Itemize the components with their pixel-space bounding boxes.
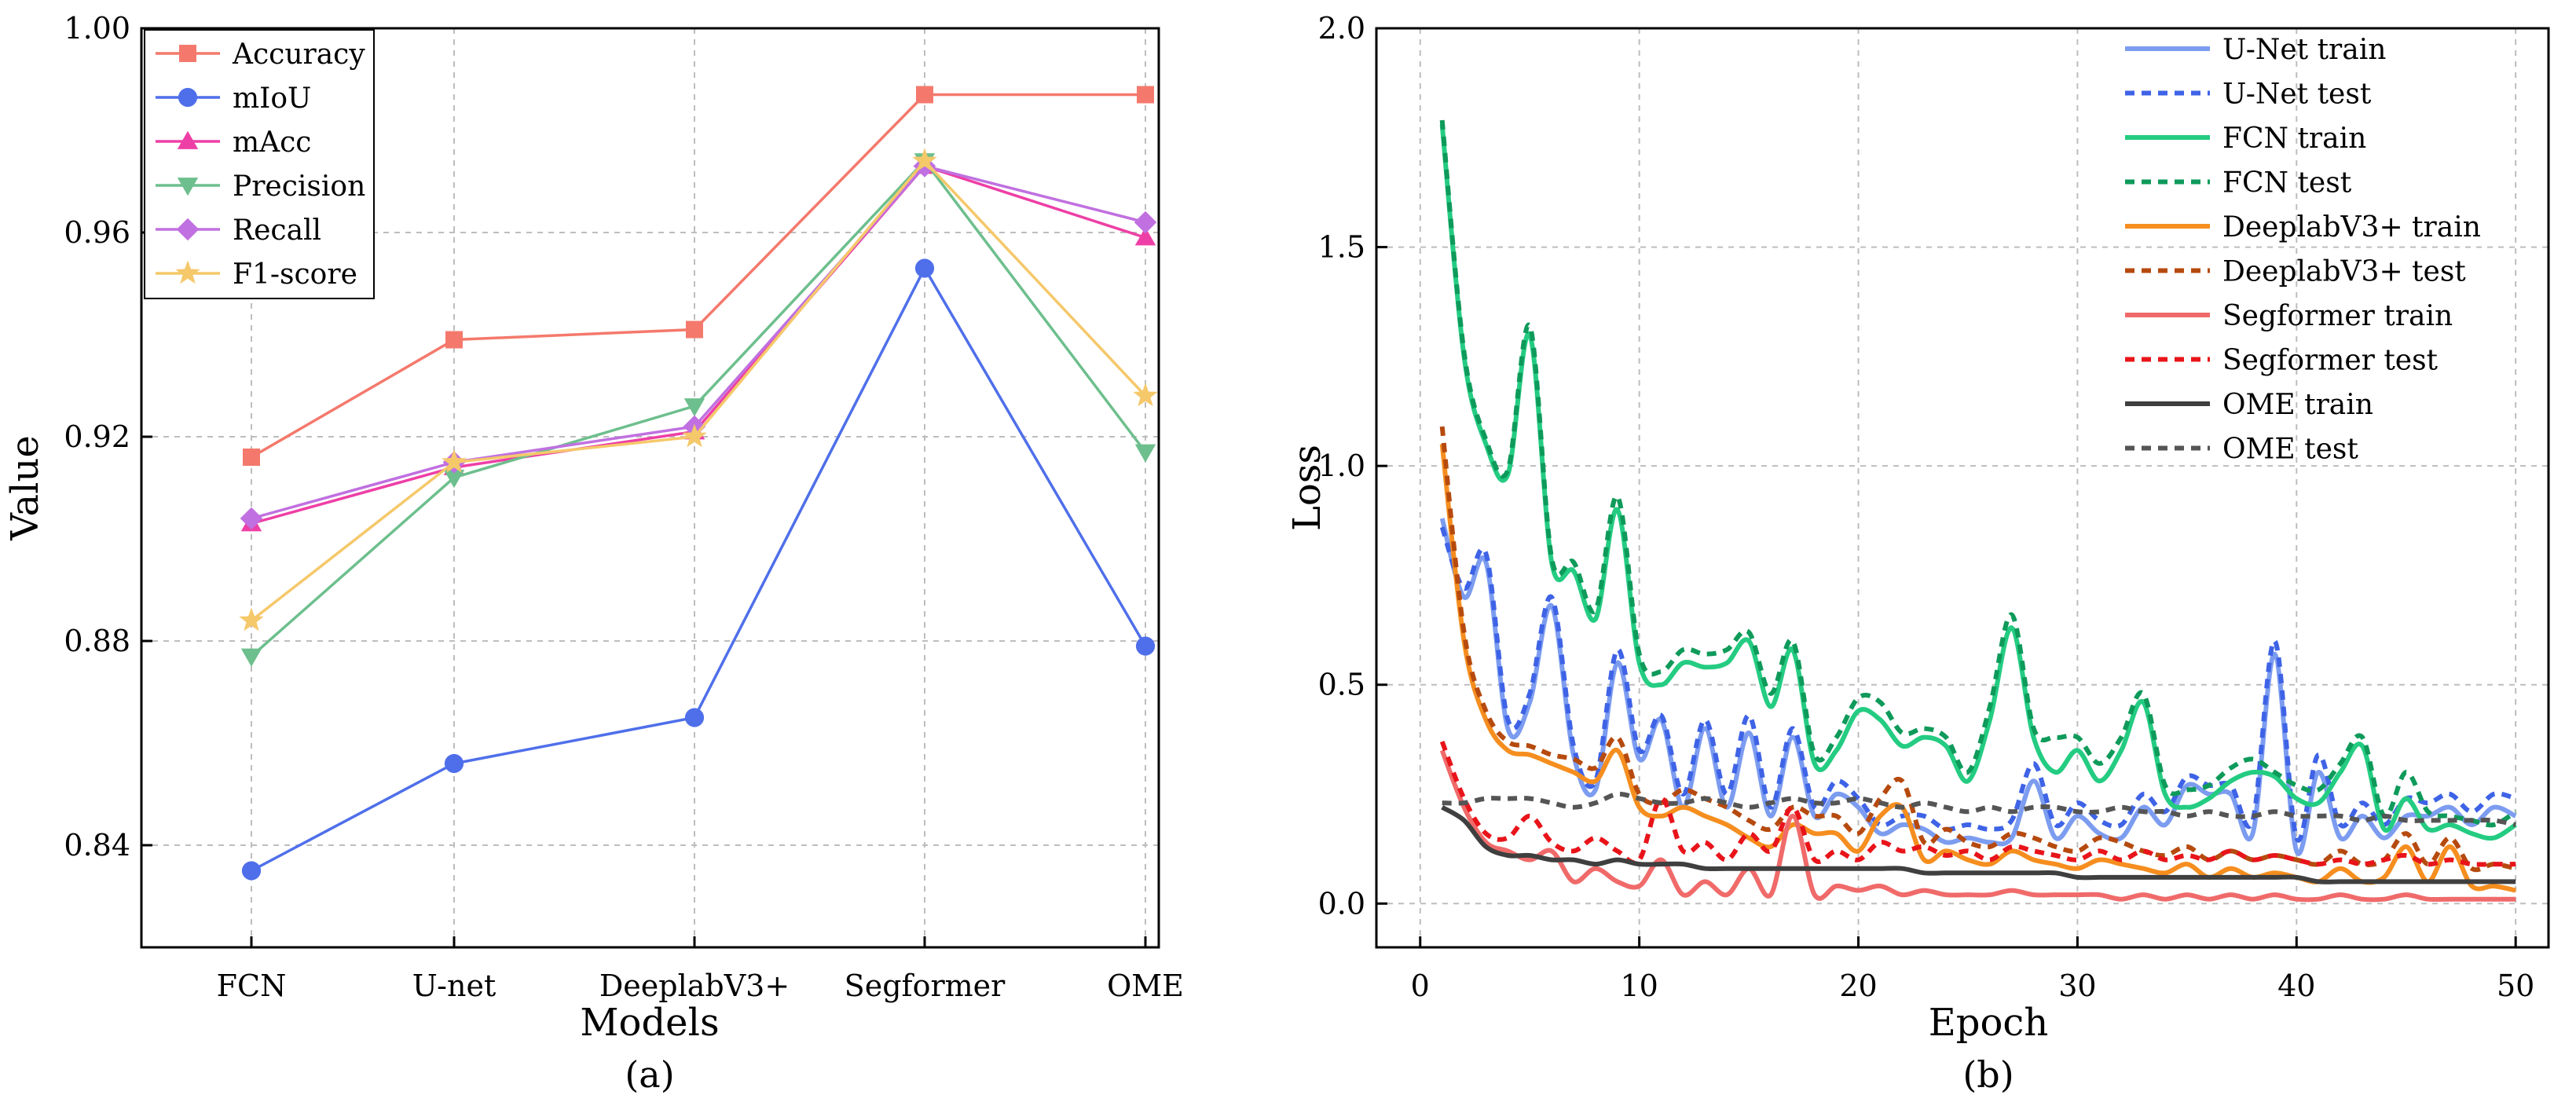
chart-a-point-accuracy [243, 449, 260, 466]
chart-a: 0.84 0.88 0.92 0.96 1.00 FCN U-net DeeplabV3+ Se… [3, 11, 1184, 1096]
chart-a-x-axis-title: Models [580, 1001, 719, 1045]
chart-a-point-precision [240, 648, 262, 667]
chart-b-legend-label-deeplabv3-test: DeeplabV3+ test [2222, 256, 2466, 288]
chart-a-y-tick-label: 0.84 [64, 828, 130, 862]
chart-a-x-tick-label: FCN [217, 969, 287, 1003]
chart-a-point-f1-score [1133, 383, 1158, 407]
chart-a-point-f1-score [912, 148, 937, 172]
chart-a-point-accuracy [1137, 86, 1154, 104]
chart-a-legend-label-macc: mAcc [233, 126, 311, 159]
chart-a-legend-box [144, 29, 375, 299]
chart-b-x-tick-label: 30 [2058, 969, 2096, 1003]
chart-a-frame [140, 27, 1160, 949]
chart-b-x-tick-label: 50 [2497, 969, 2534, 1003]
chart-a-series-f1-score [239, 148, 1158, 632]
chart-a-legend-marker-accuracy [179, 45, 196, 62]
chart-a-point-miou [684, 708, 705, 727]
chart-b-legend-label-ome-train: OME train [2222, 389, 2373, 421]
chart-b-legend-label-ome-test: OME test [2222, 434, 2358, 466]
chart-a-legend-marker-miou [178, 87, 198, 108]
chart-b-ticks: 0.0 0.5 1.0 1.5 2.0 0 10 20 30 40 50 [1318, 11, 2535, 1003]
chart-a-legend-marker-macc [177, 130, 199, 149]
chart-b-legend-label-segformer-test: Segformer test [2222, 345, 2439, 377]
chart-a-series-precision [240, 153, 1156, 667]
chart-b-line-u-net-test [1439, 526, 2517, 843]
chart-b-y-tick-label: 1.0 [1318, 449, 1365, 483]
chart-a-y-tick-label: 0.88 [64, 624, 130, 658]
chart-a-point-miou [241, 861, 262, 881]
chart-a-point-accuracy [686, 320, 703, 339]
chart-a-series-accuracy [243, 86, 1154, 466]
chart-b-y-tick-label: 0.5 [1318, 668, 1365, 702]
chart-b-line-deeplabv3-test [1439, 426, 2516, 873]
chart-b-line-fcn-test [1439, 119, 2517, 828]
chart-a-legend-marker-recall [176, 218, 200, 241]
chart-a-ticks: 0.84 0.88 0.92 0.96 1.00 FCN U-net DeeplabV3+ Se… [64, 11, 1184, 1003]
chart-b-legend-label-fcn-test: FCN test [2222, 167, 2352, 200]
chart-b-x-tick-label: 10 [1620, 969, 1658, 1003]
chart-a-legend-marker-f1-score [175, 260, 200, 284]
chart-a-series [239, 86, 1158, 881]
chart-b-y-axis-title: Loss [1285, 445, 1329, 531]
chart-a-legend: Accuracy mIoU mAcc Precision Recall F1-score [144, 29, 375, 299]
chart-b-series [1439, 119, 2517, 903]
chart-a-caption: (a) [625, 1053, 674, 1096]
chart-a-legend-label-recall: Recall [233, 214, 321, 247]
chart-a-point-accuracy [916, 86, 933, 104]
chart-a-point-precision [443, 470, 465, 489]
chart-a-point-miou [444, 753, 464, 774]
chart-a-legend-marker-precision [177, 178, 199, 196]
chart-a-point-f1-score [442, 449, 467, 473]
chart-a-point-f1-score [682, 423, 707, 448]
chart-b-line-fcn-train [1439, 124, 2517, 841]
chart-a-point-precision [683, 398, 705, 417]
chart-a-point-precision [1134, 444, 1156, 463]
chart-a-legend-label-miou: mIoU [233, 82, 311, 115]
chart-a-legend-label-accuracy: Accuracy [232, 38, 365, 71]
chart-b-y-tick-label: 1.5 [1318, 230, 1365, 265]
chart-b: 0.0 0.5 1.0 1.5 2.0 0 10 20 30 40 50 Epoch Loss (b… [1285, 11, 2550, 1096]
chart-b-x-axis-title: Epoch [1929, 1001, 2048, 1045]
chart-b-caption: (b) [1962, 1053, 2014, 1096]
chart-a-y-tick-label: 0.96 [64, 215, 130, 250]
chart-b-legend: U-Net train U-Net test FCN train FCN test De… [2125, 34, 2481, 466]
chart-a-point-macc [1134, 227, 1156, 246]
chart-a-y-tick-label: 1.00 [64, 11, 130, 46]
chart-b-frame [1375, 27, 2550, 949]
chart-b-legend-label-fcn-train: FCN train [2222, 123, 2366, 155]
chart-a-y-axis-title: Value [3, 435, 47, 541]
chart-b-legend-label-deeplabv3-train: DeeplabV3+ train [2222, 211, 2481, 244]
chart-b-y-tick-label: 2.0 [1318, 11, 1365, 46]
chart-a-point-recall [1134, 211, 1157, 234]
chart-a-point-f1-score [239, 607, 264, 632]
chart-a-point-recall [240, 507, 263, 530]
chart-a-x-tick-label: U-net [412, 969, 496, 1003]
chart-b-line-deeplabv3-train [1439, 443, 2516, 893]
chart-a-x-tick-label: OME [1107, 969, 1184, 1003]
chart-a-series-miou [241, 258, 1156, 881]
chart-b-line-segformer-train [1439, 749, 2516, 903]
chart-b-x-tick-label: 40 [2277, 969, 2315, 1003]
chart-a-legend-label-f1-score: F1-score [233, 258, 357, 291]
chart-a-y-tick-label: 0.92 [64, 419, 130, 454]
chart-b-line-ome-train [1441, 805, 2516, 884]
chart-b-line-segformer-test [1439, 741, 2516, 867]
chart-a-point-accuracy [445, 331, 463, 349]
chart-b-legend-label-u-net-test: U-Net test [2222, 79, 2372, 111]
chart-b-x-tick-label: 20 [1839, 969, 1877, 1003]
chart-b-line-u-net-train [1439, 518, 2517, 856]
chart-b-legend-label-segformer-train: Segformer train [2222, 300, 2453, 332]
chart-a-point-miou [1135, 636, 1156, 656]
chart-b-line-ome-test [1442, 791, 2516, 827]
chart-a-x-tick-label: DeeplabV3+ [599, 969, 790, 1003]
chart-b-x-tick-label: 0 [1411, 969, 1430, 1003]
chart-b-y-tick-label: 0.0 [1318, 886, 1365, 921]
chart-b-legend-label-u-net-train: U-Net train [2222, 34, 2386, 66]
chart-a-legend-label-precision: Precision [233, 170, 365, 203]
chart-a-point-miou [914, 258, 935, 278]
chart-a-x-tick-label: Segformer [845, 969, 1006, 1003]
